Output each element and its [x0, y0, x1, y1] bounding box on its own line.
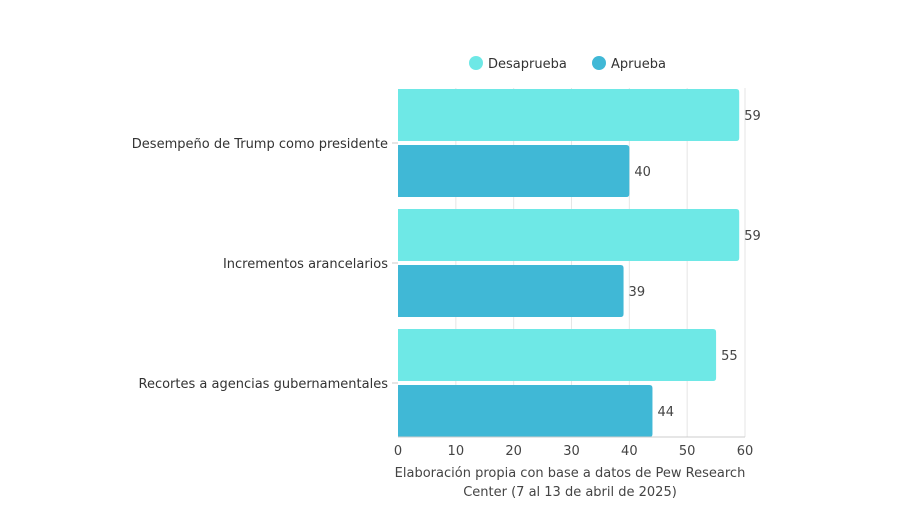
x-tick-label: 10	[448, 444, 465, 459]
x-tick-label: 30	[563, 444, 580, 459]
x-tick-label: 0	[394, 444, 402, 459]
x-tick-label: 60	[737, 444, 754, 459]
bar-desaprueba-1	[398, 209, 740, 261]
data-label: 40	[634, 165, 651, 180]
legend: Desaprueba Aprueba	[469, 56, 666, 72]
bar-aprueba-1	[398, 265, 624, 317]
x-tick-label: 20	[505, 444, 522, 459]
x-tick-label: 50	[679, 444, 696, 459]
x-tick-label: 40	[621, 444, 638, 459]
x-axis-label-line-1: Elaboración propia con base a datos de P…	[395, 466, 746, 481]
bar-aprueba-0	[398, 145, 630, 197]
category-labels: Desempeño de Trump como presidente Increm…	[132, 137, 398, 392]
data-label: 55	[721, 349, 738, 364]
bar-desaprueba-2	[398, 329, 717, 381]
data-label: 59	[744, 109, 761, 124]
bars: 59 40 59 39 55 44	[398, 89, 761, 437]
data-label: 44	[657, 405, 674, 420]
x-axis-label-line-2: Center (7 al 13 de abril de 2025)	[463, 485, 677, 500]
bar-aprueba-2	[398, 385, 653, 437]
x-axis: 0 10 20 30 40 50 60	[394, 436, 754, 459]
data-label: 59	[744, 229, 761, 244]
legend-marker-aprueba	[592, 56, 606, 70]
legend-marker-desaprueba	[469, 56, 483, 70]
legend-label-aprueba: Aprueba	[611, 57, 666, 72]
legend-label-desaprueba: Desaprueba	[488, 57, 567, 72]
data-label: 39	[629, 285, 646, 300]
category-label: Recortes a agencias gubernamentales	[139, 377, 389, 392]
category-label: Desempeño de Trump como presidente	[132, 137, 388, 152]
category-label: Incrementos arancelarios	[223, 257, 388, 272]
bar-desaprueba-0	[398, 89, 740, 141]
